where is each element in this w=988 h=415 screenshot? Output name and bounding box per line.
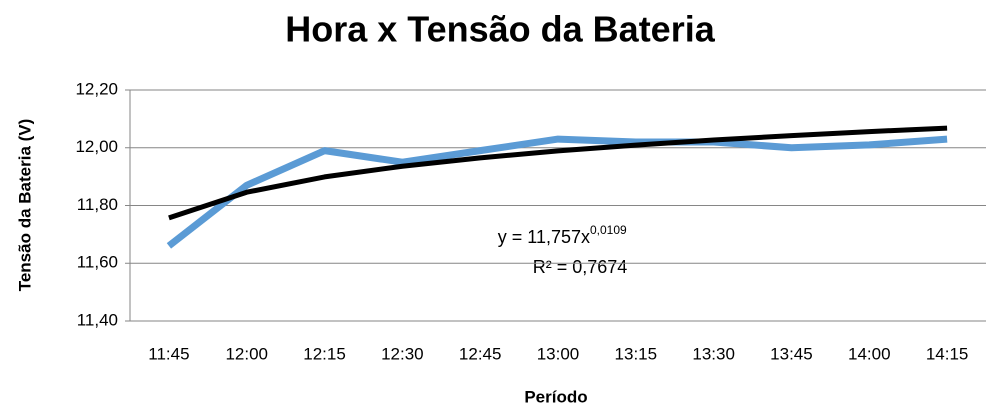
x-tick-label: 13:45	[770, 344, 813, 363]
x-tick-label: 12:45	[459, 344, 502, 363]
trend-line	[168, 125, 948, 221]
chart-title: Hora x Tensão da Bateria	[285, 9, 715, 50]
x-tick-label: 12:00	[225, 344, 268, 363]
x-tick-label: 11:45	[148, 344, 189, 363]
y-axis-label: Tensão da Bateria (V)	[15, 119, 34, 292]
x-tick-label: 13:00	[537, 344, 580, 363]
x-tick-label: 12:15	[303, 344, 346, 363]
trend-equation: y = 11,757x	[498, 227, 590, 247]
data-line	[166, 135, 948, 249]
x-tick-label: 12:30	[381, 344, 424, 363]
x-tick-label: 14:00	[848, 344, 891, 363]
x-axis-label: Período	[524, 387, 587, 406]
y-tick-label: 11,60	[77, 253, 118, 272]
y-tick-label: 11,40	[77, 310, 118, 329]
trend-r-squared: R² = 0,7674	[533, 257, 628, 277]
x-tick-label: 14:15	[926, 344, 969, 363]
x-tick-label: 13:30	[692, 344, 735, 363]
x-tick-label: 13:15	[615, 344, 658, 363]
y-tick-label: 11,80	[77, 195, 118, 214]
y-tick-label: 12,00	[75, 137, 118, 156]
y-tick-label: 12,20	[75, 79, 118, 98]
trend-exponent: 0,0109	[590, 223, 627, 237]
